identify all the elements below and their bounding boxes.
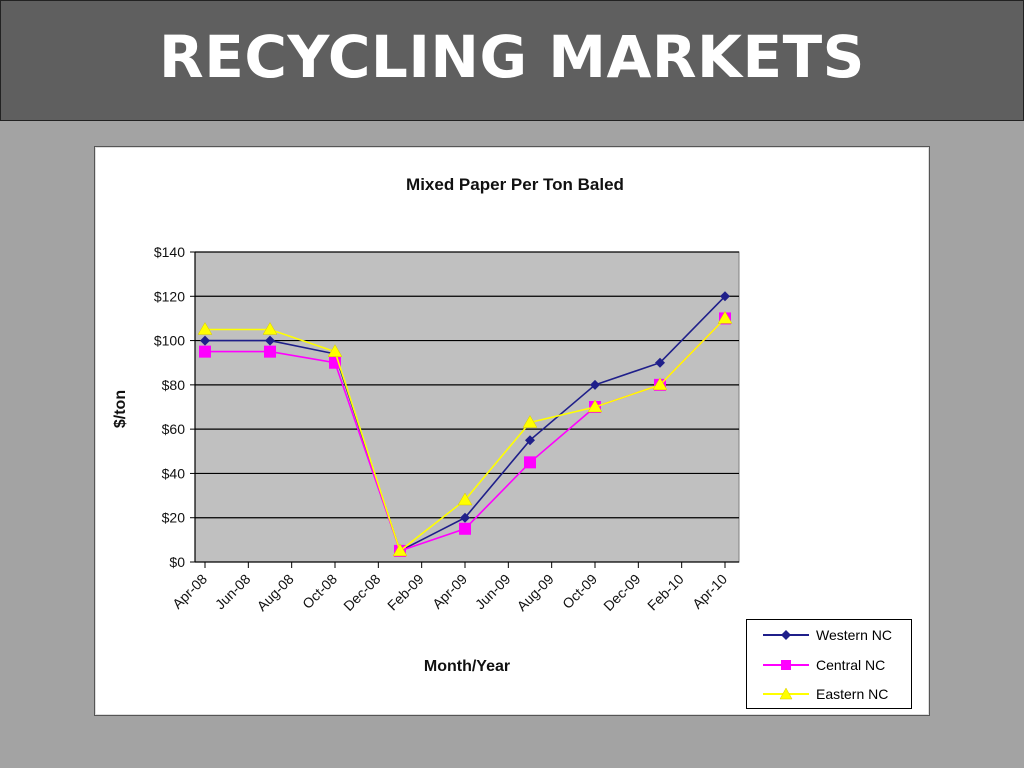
legend-triangle-marker-icon bbox=[763, 687, 809, 700]
data-point-eastern-nc bbox=[587, 399, 603, 413]
data-point-western-nc bbox=[590, 379, 600, 390]
x-tick-label: Dec-08 bbox=[340, 571, 383, 614]
data-point-eastern-nc bbox=[262, 322, 278, 335]
data-point-eastern-nc bbox=[392, 543, 408, 557]
x-tick-label: Apr-09 bbox=[429, 571, 470, 612]
x-tick-label: Apr-10 bbox=[689, 571, 730, 612]
data-point-western-nc bbox=[525, 435, 535, 446]
x-tick-label: Aug-09 bbox=[514, 571, 557, 614]
title-bar: RECYCLING MARKETS bbox=[0, 0, 1024, 121]
data-point-central-nc bbox=[264, 345, 276, 358]
y-tick-label: $20 bbox=[162, 510, 186, 526]
y-tick-label: $60 bbox=[162, 421, 186, 437]
legend-square-marker-icon bbox=[763, 660, 809, 670]
y-tick-label: $0 bbox=[169, 554, 185, 570]
x-tick-label: Oct-09 bbox=[559, 571, 600, 612]
y-tick-label: $40 bbox=[162, 465, 186, 481]
chart-title: Mixed Paper Per Ton Baled bbox=[406, 175, 624, 194]
y-axis-label: $/ton bbox=[112, 390, 129, 428]
line-chart: Mixed Paper Per Ton Baled $0 $20 $40 $60 $80… bbox=[112, 175, 740, 675]
x-tick-label: Dec-09 bbox=[600, 571, 643, 614]
y-tick-label: $120 bbox=[154, 288, 185, 304]
legend-label-eastern: Eastern NC bbox=[816, 686, 889, 702]
data-point-western-nc bbox=[655, 357, 665, 368]
legend-diamond-marker-icon bbox=[763, 630, 809, 640]
data-point-eastern-nc bbox=[197, 322, 213, 335]
x-axis: Apr-08 Jun-08 Aug-08 Oct-08 Dec-08 Feb-09 Apr-… bbox=[169, 561, 739, 614]
legend-item-eastern: Eastern NC bbox=[747, 682, 911, 706]
x-tick-label: Jun-08 bbox=[212, 571, 254, 613]
data-point-eastern-nc bbox=[717, 310, 733, 324]
slide-title: RECYCLING MARKETS bbox=[159, 23, 865, 91]
y-axis: $0 $20 $40 $60 $80 $100 $120 $140 bbox=[154, 244, 196, 570]
legend-item-western: Western NC bbox=[747, 623, 911, 647]
y-tick-label: $140 bbox=[154, 244, 185, 260]
legend-label-central: Central NC bbox=[816, 657, 886, 673]
x-tick-label: Feb-10 bbox=[644, 571, 687, 614]
x-tick-label: Feb-09 bbox=[384, 571, 427, 614]
x-axis-label: Month/Year bbox=[424, 658, 510, 675]
y-tick-label: $80 bbox=[162, 377, 186, 393]
legend-item-central: Central NC bbox=[747, 653, 911, 677]
data-point-central-nc bbox=[459, 522, 471, 535]
x-tick-label: Aug-08 bbox=[254, 571, 297, 614]
data-point-eastern-nc bbox=[522, 415, 538, 428]
data-point-eastern-nc bbox=[457, 492, 473, 506]
x-tick-label: Jun-09 bbox=[472, 571, 514, 613]
chart-legend: Western NC Central NC Eastern NC bbox=[746, 619, 912, 709]
series-group bbox=[197, 291, 733, 557]
data-point-western-nc bbox=[265, 335, 275, 346]
data-point-eastern-nc bbox=[327, 344, 343, 357]
x-tick-label: Apr-08 bbox=[169, 571, 210, 612]
data-point-western-nc bbox=[200, 335, 210, 346]
gridlines bbox=[195, 251, 739, 519]
chart-frame: Mixed Paper Per Ton Baled $0 $20 $40 $60 $80… bbox=[94, 146, 930, 716]
y-tick-label: $100 bbox=[154, 333, 185, 349]
legend-label-western: Western NC bbox=[816, 627, 892, 643]
plot-area bbox=[194, 251, 740, 563]
data-point-central-nc bbox=[199, 345, 211, 358]
x-tick-label: Oct-08 bbox=[299, 571, 340, 612]
data-point-western-nc bbox=[720, 291, 730, 302]
data-point-central-nc bbox=[524, 456, 536, 469]
data-point-western-nc bbox=[460, 512, 470, 523]
data-point-eastern-nc bbox=[652, 377, 668, 391]
